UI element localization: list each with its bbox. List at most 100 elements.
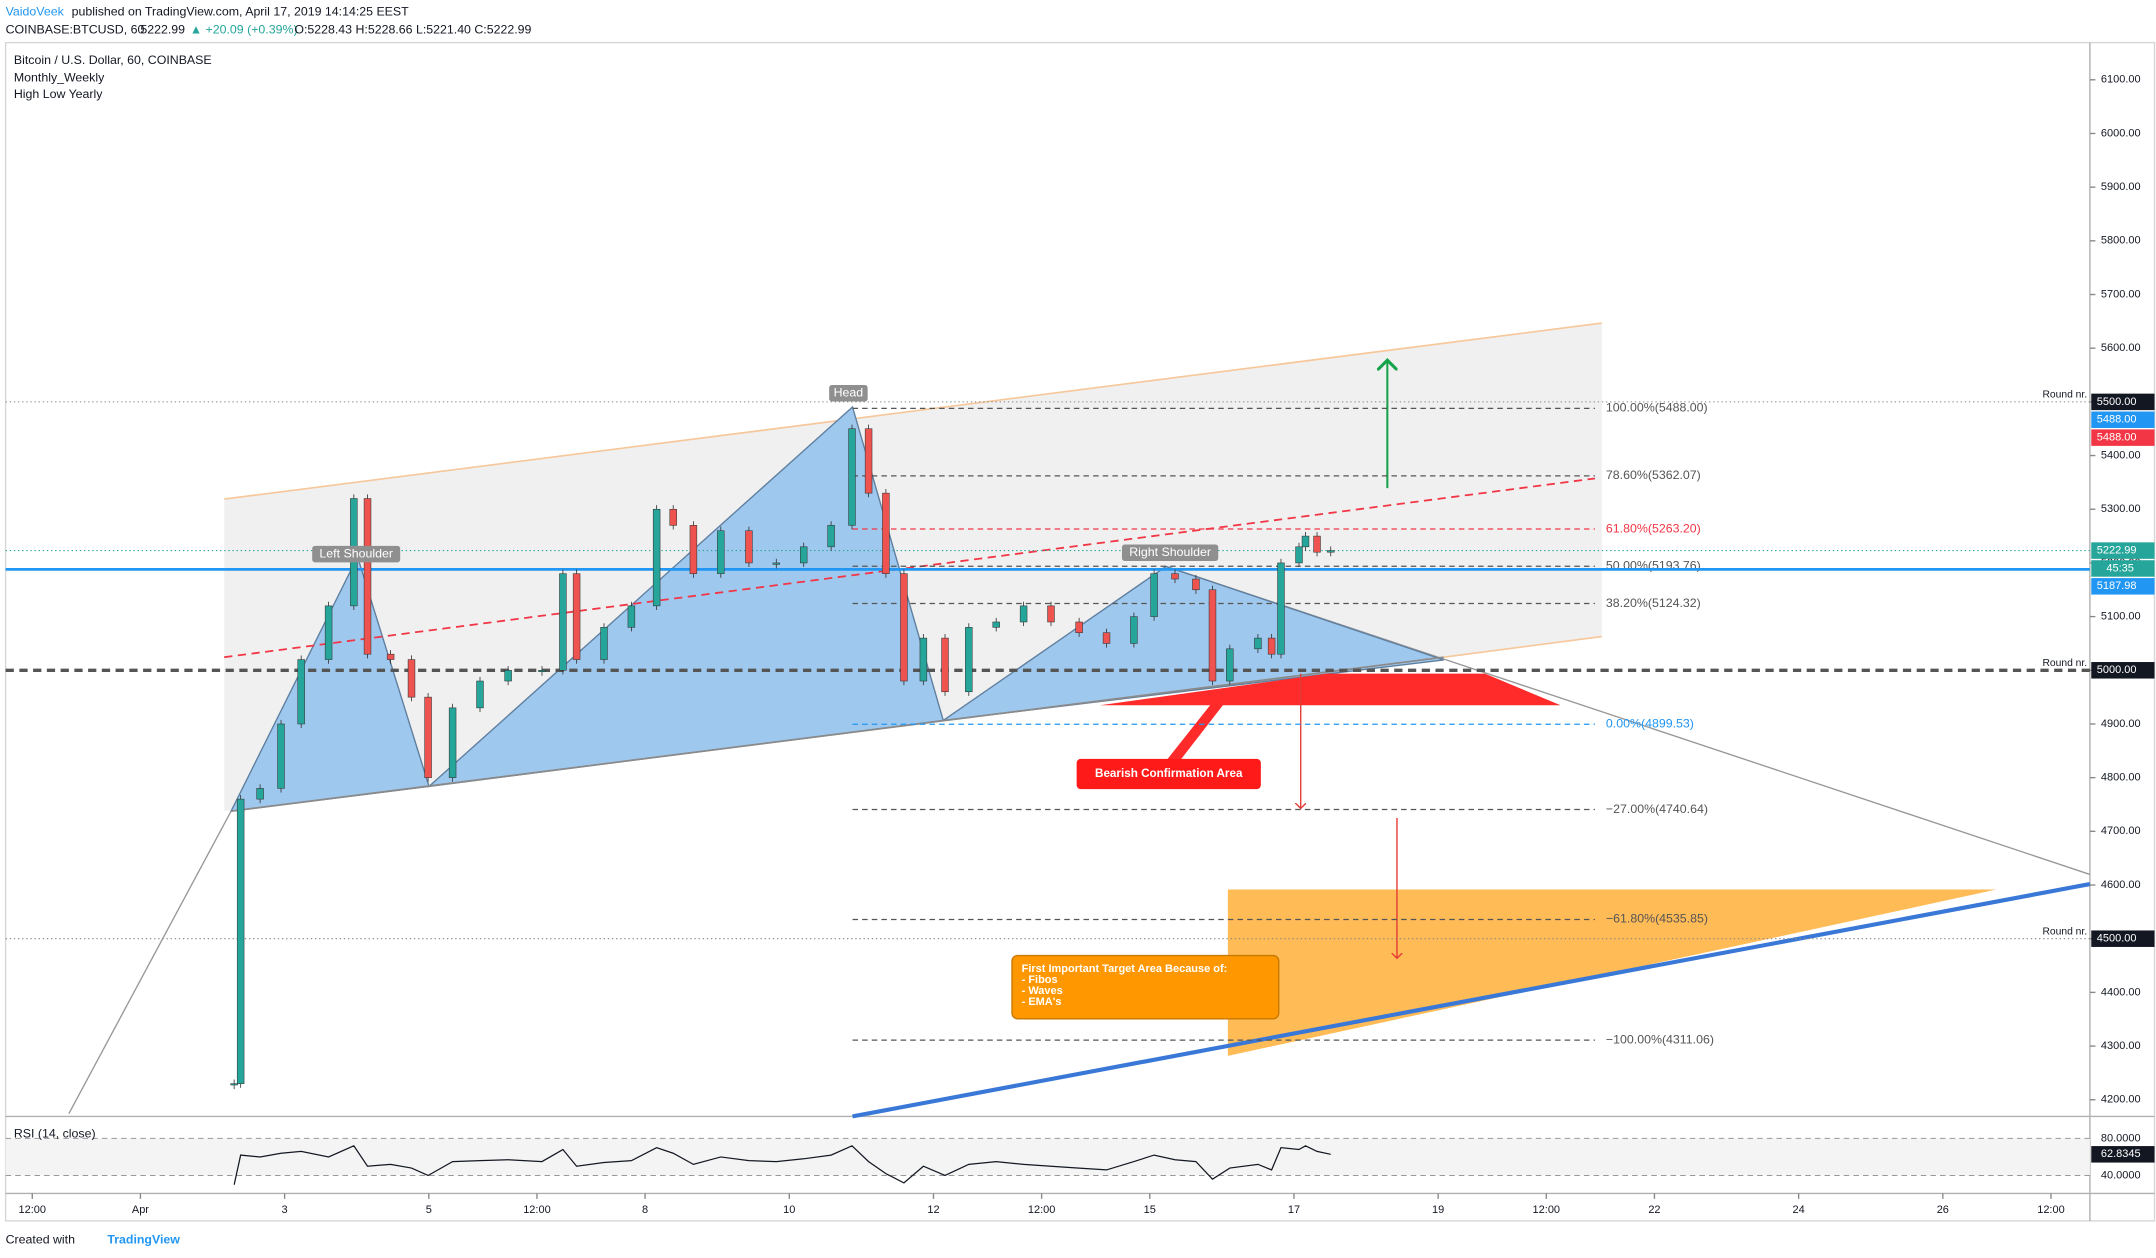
legend-item: High Low Yearly (14, 87, 103, 101)
x-tick-label: 12:00 (523, 1204, 551, 1216)
red-trend (224, 477, 1596, 659)
candle (363, 498, 372, 655)
candle (297, 659, 305, 725)
rsi-tick-label: 80.0000 (2101, 1132, 2141, 1144)
y-tick-label: 5400.00 (2101, 449, 2141, 461)
x-tick-label: 22 (1648, 1204, 1660, 1216)
wave (942, 565, 1444, 722)
y-tick-label: 4800.00 (2101, 772, 2141, 784)
x-tick-label: 26 (1937, 1204, 1949, 1216)
candle (1313, 535, 1321, 553)
price-label: 5500.00 (2097, 396, 2137, 408)
y-tick-label: 5100.00 (2101, 611, 2141, 623)
support-line (852, 882, 2091, 1119)
data-layer: 4200.00 4300.00 4400.00 4500.00 4600.00 4700.… (5, 74, 2155, 1216)
candle (1208, 589, 1217, 682)
candle (848, 428, 856, 526)
candle (1267, 637, 1276, 655)
channel-top (224, 322, 1602, 500)
candle (476, 680, 484, 709)
candle (827, 525, 835, 548)
candle (864, 428, 873, 494)
x-tick-label: 24 (1793, 1204, 1805, 1216)
y-tick-label: 6000.00 (2101, 127, 2141, 139)
change: ▲ +20.09 (+0.39%) (190, 23, 298, 37)
y-tick-label: 4200.00 (2101, 1094, 2141, 1106)
round-label: Round nr. (2042, 658, 2087, 669)
target-text: First Important Target Area Because of: (1022, 963, 1228, 975)
legend-item: Bitcoin / U.S. Dollar, 60, COINBASE (14, 53, 212, 67)
candle (572, 573, 581, 660)
rsi-band (5, 1138, 2090, 1176)
callout-pointer (1163, 691, 1230, 765)
price-label-box (2091, 411, 2155, 429)
price: 5222.99 (140, 23, 185, 37)
callout-text: Bearish Confirmation Area (1095, 767, 1243, 780)
candle (1226, 648, 1234, 682)
rsi-tick-label: 40.0000 (2101, 1169, 2141, 1181)
price-label: 5000.00 (2097, 664, 2137, 676)
price-label-box (2091, 662, 2155, 679)
target-text: - Waves (1022, 985, 1063, 997)
rsi-last-box (2091, 1146, 2155, 1163)
y-tick-label: 4400.00 (2101, 986, 2141, 998)
x-tick-label: 17 (1288, 1204, 1300, 1216)
x-tick-label: 15 (1144, 1204, 1156, 1216)
candle (1019, 605, 1028, 623)
y-tick-label: 6100.00 (2101, 74, 2141, 86)
candle (559, 573, 567, 671)
author[interactable]: VaidoVeek (6, 5, 65, 19)
candle (504, 670, 512, 682)
round-label: Round nr. (2042, 927, 2087, 938)
candle (1150, 573, 1158, 617)
frame (4, 41, 2156, 1222)
y-tick-label: 5800.00 (2101, 235, 2141, 247)
candle (1047, 605, 1055, 623)
head-label: Head (834, 385, 864, 399)
candle (1327, 550, 1335, 553)
neckline (230, 656, 1444, 812)
x-tick-label: 12:00 (2037, 1204, 2064, 1216)
x-tick-label: 3 (282, 1204, 288, 1216)
price-label: 5222.99 (2097, 544, 2137, 556)
x-tick-label: Apr (132, 1204, 149, 1216)
candle (965, 627, 973, 693)
candle (669, 508, 677, 526)
price-label-box (2091, 578, 2155, 595)
price-label: 5488.00 (2097, 414, 2137, 426)
rsi-line (233, 1145, 1331, 1185)
y-tick-label: 5600.00 (2101, 342, 2141, 354)
price-label: 5488.00 (2097, 432, 2137, 444)
candle (230, 1083, 238, 1086)
x-tick-label: 8 (642, 1204, 648, 1216)
price-label-box (2091, 429, 2155, 446)
x-tick-label: 12:00 (1028, 1204, 1056, 1216)
shoulder-label: Right Shoulder (1129, 545, 1211, 559)
fib-label: −61.80%(4535.85) (1606, 912, 1708, 926)
candle (448, 707, 457, 778)
candle (600, 627, 608, 660)
candle (717, 530, 725, 574)
y-tick-label: 5300.00 (2101, 503, 2141, 515)
y-tick-label: 4900.00 (2101, 718, 2141, 730)
candle (772, 562, 781, 565)
candle (900, 573, 908, 682)
candle (1301, 535, 1310, 548)
candle (424, 696, 432, 778)
candle (1102, 632, 1111, 644)
x-tick-label: 10 (783, 1204, 795, 1216)
bearish-area (1099, 673, 1561, 706)
x-tick-label: 12:00 (19, 1204, 46, 1216)
candle (538, 670, 546, 672)
shoulder-label: Left Shoulder (319, 546, 393, 560)
trend-line (68, 810, 232, 1114)
channel-bottom (1443, 635, 1602, 659)
target-box (1011, 954, 1280, 1020)
ohlc: O:5228.43 H:5228.66 L:5221.40 C:5222.99 (294, 23, 531, 37)
legend-item: Monthly_Weekly (14, 71, 105, 85)
candle (236, 798, 245, 1084)
target-text: - EMA's (1022, 996, 1062, 1008)
brand[interactable]: TradingView (107, 1232, 180, 1246)
rsi-last-label: 62.8345 (2101, 1148, 2141, 1160)
candle (652, 508, 661, 607)
